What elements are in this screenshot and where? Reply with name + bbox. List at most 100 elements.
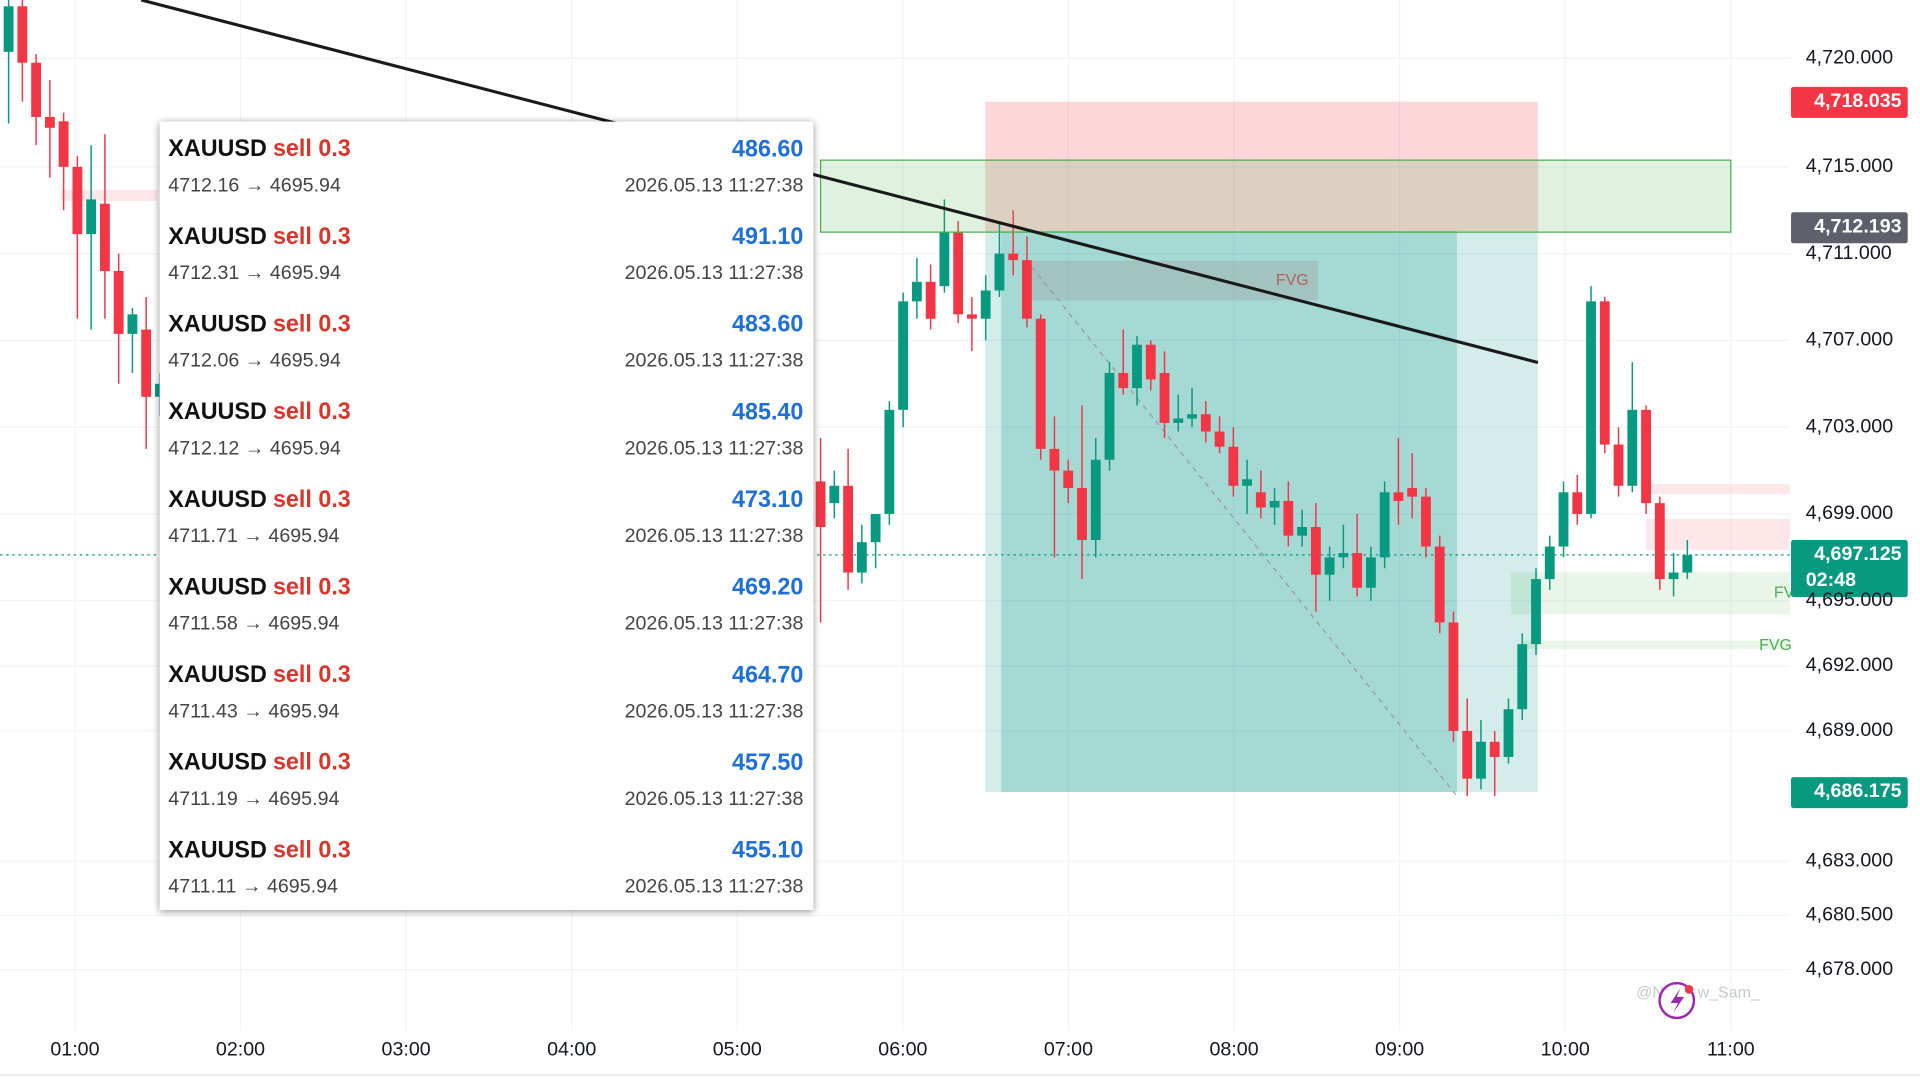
candle-body	[1104, 372, 1115, 460]
candle-body	[113, 270, 124, 334]
candle-body	[1586, 301, 1596, 514]
y-tick-label: 4,680.500	[1806, 904, 1893, 926]
trade-symbol-text: XAUUSD	[168, 135, 267, 161]
candle-body	[141, 329, 152, 397]
candle-body	[58, 121, 69, 167]
trade-profit: 455.10	[732, 836, 803, 862]
candle-body	[1063, 470, 1074, 488]
trade-route: 4712.16 → 4695.94	[168, 174, 341, 196]
zone	[61, 189, 158, 202]
trade-profit: 469.20	[732, 574, 803, 600]
candle-body	[1242, 479, 1252, 486]
candle-body	[1641, 409, 1651, 504]
candle-body	[994, 253, 1005, 291]
candle-body	[1572, 492, 1583, 514]
candle-body	[1090, 459, 1101, 541]
trade-symbol: XAUUSD sell 0.3	[168, 836, 351, 862]
zone	[1523, 640, 1790, 650]
supply-zone	[819, 159, 1732, 233]
candle-body	[1324, 557, 1335, 575]
trade-symbol: XAUUSD sell 0.3	[168, 398, 351, 424]
trade-route: 4711.11 → 4695.94	[168, 875, 338, 897]
candle-body	[1352, 553, 1363, 588]
candle-body	[1297, 526, 1308, 536]
watermark: @N	[1636, 983, 1664, 1001]
candle-body	[1022, 260, 1032, 319]
trade-time: 2026.05.13 11:27:38	[625, 700, 804, 722]
candle-body	[911, 281, 922, 302]
candles	[3, 0, 1693, 797]
trade-profit: 473.10	[732, 486, 803, 512]
candle-body	[1310, 526, 1321, 575]
x-tick-label: 10:00	[1541, 1038, 1590, 1060]
y-tick-label: 4,699.000	[1806, 502, 1893, 524]
trade-symbol: XAUUSD sell 0.3	[168, 223, 351, 249]
x-tick-label: 02:00	[216, 1038, 265, 1060]
logo	[1658, 981, 1696, 1020]
trade-time: 2026.05.13 11:27:38	[625, 174, 804, 196]
candle-body	[1434, 546, 1445, 623]
candle-body	[1077, 487, 1087, 541]
x-tick-label: 01:00	[50, 1038, 99, 1060]
candle-body	[127, 314, 138, 334]
candle-body	[1613, 444, 1624, 486]
trade-route: 4712.12 → 4695.94	[168, 437, 341, 459]
trade-symbol-text: XAUUSD	[168, 398, 267, 424]
candle-body	[1338, 553, 1349, 558]
candle-body	[1008, 253, 1019, 261]
y-tick-label: 4,707.000	[1806, 329, 1893, 351]
candle-body	[870, 513, 881, 543]
trade-side: sell 0.3	[273, 836, 351, 862]
trendline	[140, 0, 1539, 364]
trade-side: sell 0.3	[273, 574, 351, 600]
candle-body	[884, 409, 895, 514]
fvg-label: FVG	[1759, 636, 1792, 654]
path-line	[1031, 266, 1457, 795]
candle-body	[898, 301, 909, 410]
trade-time: 2026.05.13 11:27:38	[625, 262, 804, 284]
x-tick-label: 09:00	[1375, 1038, 1424, 1060]
price-badge	[1791, 540, 1908, 598]
trade-symbol-text: XAUUSD	[168, 311, 267, 337]
trade-symbol-text: XAUUSD	[168, 574, 267, 600]
y-tick-label: 4,695.000	[1806, 589, 1893, 611]
trade-symbol-text: XAUUSD	[168, 486, 267, 512]
candle-body	[1283, 500, 1294, 536]
candle-body	[967, 314, 977, 319]
candle-body	[1627, 409, 1638, 486]
candle-body	[953, 231, 964, 315]
trade-profit: 457.50	[732, 749, 803, 775]
candle-body	[72, 166, 83, 235]
candle-body	[1173, 418, 1184, 423]
candle-body	[1407, 487, 1418, 497]
candle-body	[1132, 344, 1142, 389]
candle-body	[939, 231, 950, 287]
candle-body	[1365, 557, 1376, 588]
zone	[1646, 518, 1790, 550]
candle-body	[1255, 492, 1266, 508]
trade-side: sell 0.3	[273, 749, 351, 775]
price-badge-text: 4,718.035	[1814, 90, 1901, 112]
candle-body	[1118, 372, 1129, 389]
x-tick-label: 11:00	[1707, 1038, 1755, 1060]
price-badge	[1791, 212, 1908, 244]
logo-bolt	[1670, 988, 1685, 1013]
trade-symbol: XAUUSD sell 0.3	[168, 749, 351, 775]
fvg-label: FVG	[1276, 271, 1309, 289]
trade-time: 2026.05.13 11:27:38	[625, 437, 804, 459]
y-tick-label: 4,689.000	[1806, 719, 1893, 741]
watermark: w_Sam_	[1697, 983, 1761, 1001]
candle-body	[1668, 572, 1679, 580]
y-tick-label: 4,711.000	[1806, 242, 1892, 264]
trade-time: 2026.05.13 11:27:38	[625, 875, 804, 897]
trade-side: sell 0.3	[273, 135, 351, 161]
trade-route: 4712.31 → 4695.94	[168, 262, 341, 284]
candle-body	[31, 62, 42, 117]
trade-profit: 464.70	[732, 661, 803, 687]
trade-profit: 483.60	[732, 311, 803, 337]
candle-body	[1544, 546, 1555, 580]
candle-body	[1159, 372, 1170, 423]
